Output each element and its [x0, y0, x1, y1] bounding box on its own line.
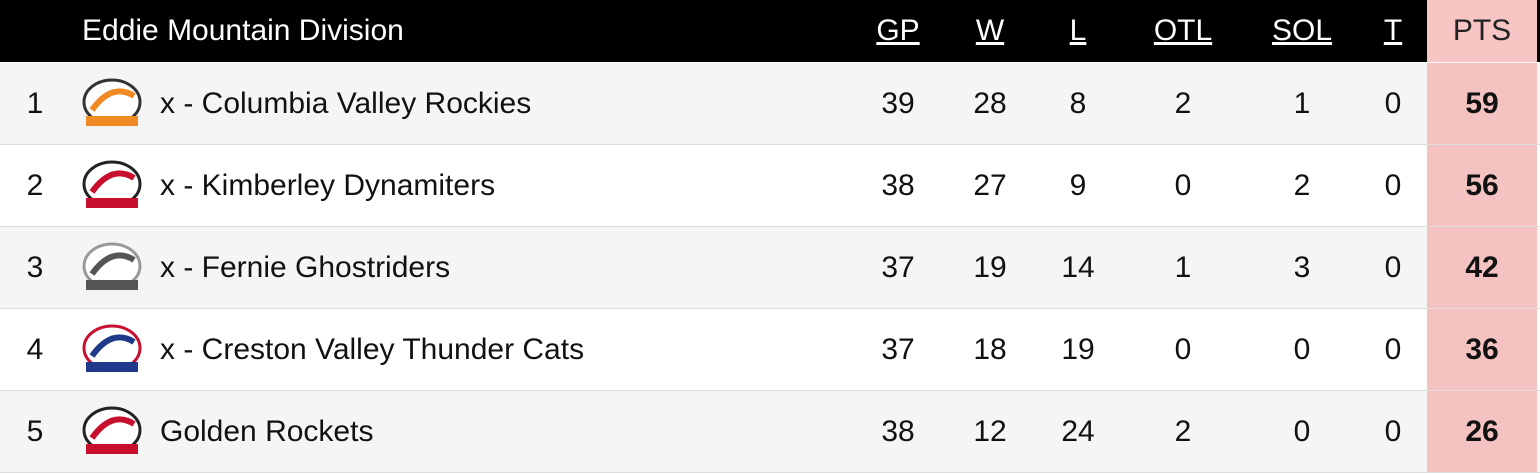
team-logo — [82, 242, 142, 290]
team-name[interactable]: x - Fernie Ghostriders — [160, 250, 451, 284]
stat: 0 — [1384, 168, 1402, 202]
stat: 24 — [1061, 414, 1095, 448]
stat: 18 — [973, 332, 1007, 366]
stat: 19 — [1061, 332, 1095, 366]
stat: 37 — [881, 332, 915, 366]
stat: 0 — [1384, 414, 1402, 448]
stat: 19 — [973, 250, 1007, 284]
pts-cell-bg — [1427, 391, 1537, 472]
stat: 0 — [1293, 414, 1311, 448]
stat: 37 — [881, 250, 915, 284]
team-row: 3 x - Fernie Ghostriders 37 19 14 1 3 0 42 — [0, 227, 1540, 309]
rank: 1 — [26, 86, 44, 120]
stat: 28 — [973, 86, 1007, 120]
points: 26 — [1465, 414, 1499, 448]
stat: 9 — [1069, 168, 1087, 202]
rank: 4 — [26, 332, 44, 366]
team-logo — [82, 406, 142, 454]
stat: 2 — [1174, 86, 1192, 120]
pts-cell-bg — [1427, 309, 1537, 390]
stat: 14 — [1061, 250, 1095, 284]
team-row: 4 x - Creston Valley Thunder Cats 37 18 19 0… — [0, 309, 1540, 391]
stat: 12 — [973, 414, 1007, 448]
stat: 8 — [1069, 86, 1087, 120]
stat: 38 — [881, 414, 915, 448]
rank: 3 — [26, 250, 44, 284]
stat: 3 — [1293, 250, 1311, 284]
stat: 0 — [1174, 332, 1192, 366]
stat: 0 — [1293, 332, 1311, 366]
stat: 27 — [973, 168, 1007, 202]
rank: 5 — [26, 414, 44, 448]
points: 42 — [1465, 250, 1499, 284]
team-logo — [82, 324, 142, 372]
column-header[interactable]: OTL — [1153, 14, 1213, 47]
stat: 39 — [881, 86, 915, 120]
team-row: 2 x - Kimberley Dynamiters 38 27 9 0 2 0 56 — [0, 145, 1540, 227]
stat: 0 — [1174, 168, 1192, 202]
team-row: 5 Golden Rockets 38 12 24 2 0 0 26 — [0, 391, 1540, 473]
team-name[interactable]: x - Columbia Valley Rockies — [160, 86, 532, 120]
pts-cell-bg — [1427, 145, 1537, 226]
division-title: Eddie Mountain Division — [82, 14, 404, 47]
pts-header-bg — [1427, 0, 1537, 62]
rank: 2 — [26, 168, 44, 202]
team-name[interactable]: Golden Rockets — [160, 414, 374, 448]
stat: 1 — [1174, 250, 1192, 284]
team-logo — [82, 78, 142, 126]
stat: 2 — [1293, 168, 1311, 202]
column-header[interactable]: T — [1383, 14, 1403, 47]
column-header[interactable]: W — [975, 14, 1005, 47]
pts-cell-bg — [1427, 63, 1537, 144]
team-name[interactable]: x - Kimberley Dynamiters — [160, 168, 496, 202]
table-header: Eddie Mountain Division GP W L OTL SOL T PTS — [0, 0, 1540, 62]
points: 36 — [1465, 332, 1499, 366]
stat: 0 — [1384, 250, 1402, 284]
stat: 0 — [1384, 86, 1402, 120]
column-header: PTS — [1452, 14, 1512, 47]
points: 56 — [1465, 168, 1499, 202]
column-header[interactable]: GP — [876, 14, 920, 47]
pts-cell-bg — [1427, 227, 1537, 308]
points: 59 — [1465, 86, 1499, 120]
team-row: 1 x - Columbia Valley Rockies 39 28 8 2 1 0 59 — [0, 63, 1540, 145]
stat: 0 — [1384, 332, 1402, 366]
stat: 2 — [1174, 414, 1192, 448]
column-header[interactable]: L — [1069, 14, 1087, 47]
stat: 1 — [1293, 86, 1311, 120]
team-logo — [82, 160, 142, 208]
stat: 38 — [881, 168, 915, 202]
team-name[interactable]: x - Creston Valley Thunder Cats — [160, 332, 585, 366]
column-header[interactable]: SOL — [1271, 14, 1333, 47]
